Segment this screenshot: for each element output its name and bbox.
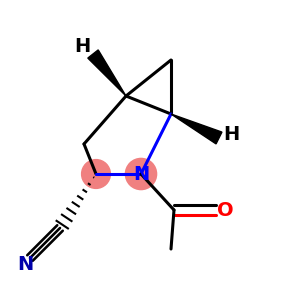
Text: H: H — [74, 37, 91, 56]
Circle shape — [82, 160, 110, 188]
Text: H: H — [223, 125, 239, 145]
Text: O: O — [217, 200, 233, 220]
Text: N: N — [17, 254, 34, 274]
Polygon shape — [88, 50, 126, 96]
Text: N: N — [133, 164, 149, 184]
Polygon shape — [171, 114, 222, 144]
Circle shape — [125, 158, 157, 190]
